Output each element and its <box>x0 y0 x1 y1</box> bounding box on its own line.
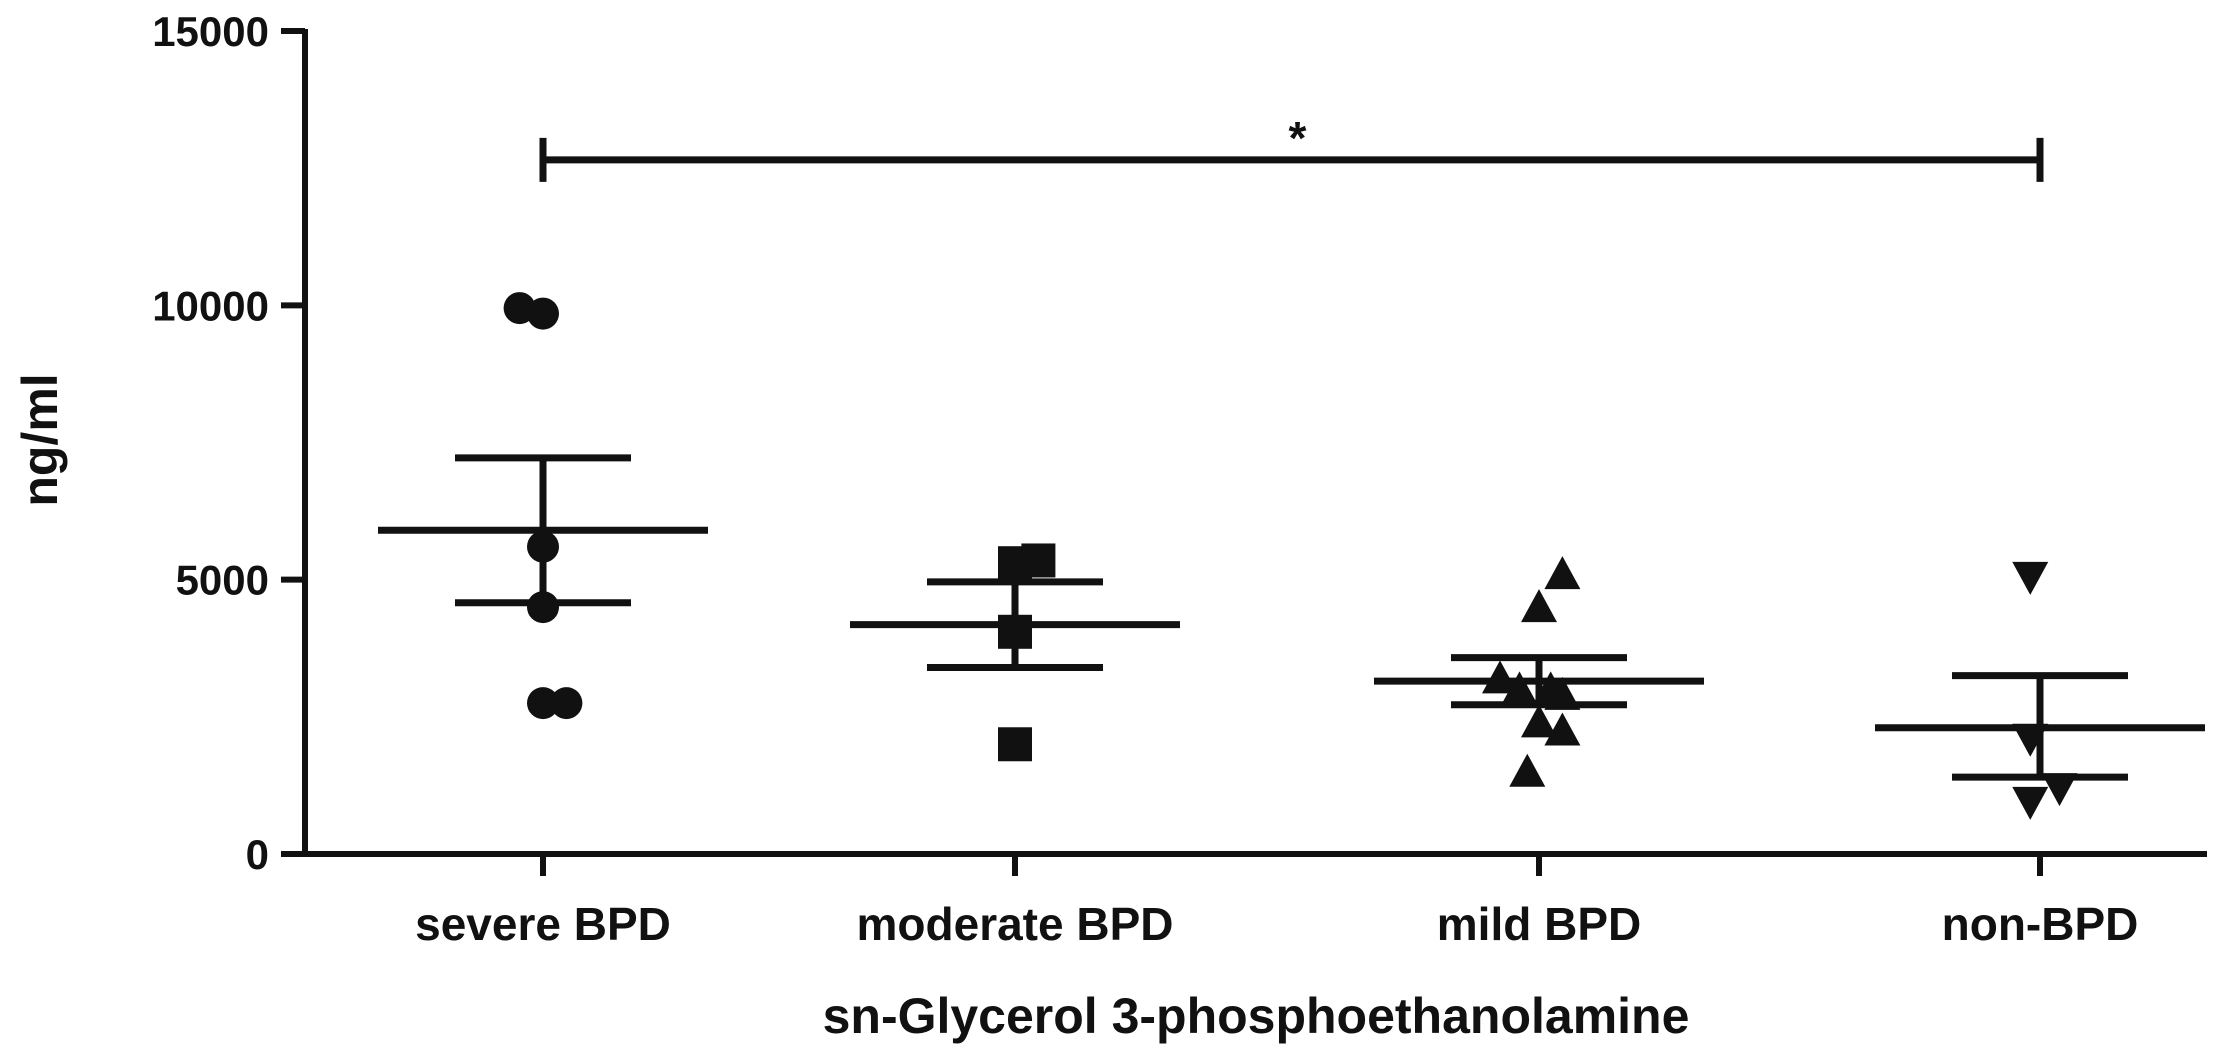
data-point-circle <box>527 687 559 720</box>
y-tick-label: 10000 <box>152 282 269 329</box>
data-point-triangle-up <box>1544 556 1581 590</box>
data-point-triangle-down <box>2012 786 2049 820</box>
data-point-triangle-up <box>1509 753 1546 787</box>
y-tick-label: 5000 <box>176 557 269 604</box>
x-tick-label: non-BPD <box>1942 898 2139 950</box>
data-point-square <box>998 727 1032 762</box>
data-point-triangle-up <box>1544 712 1581 746</box>
significance-label: * <box>1289 112 1307 164</box>
data-point-circle <box>527 530 559 563</box>
data-point-triangle-up <box>1521 704 1557 738</box>
x-tick-label: severe BPD <box>415 898 671 950</box>
data-point-circle <box>527 297 559 330</box>
data-point-triangle-down <box>2012 561 2049 595</box>
data-point-square <box>998 614 1032 649</box>
data-point-triangle-down <box>2012 723 2049 757</box>
chart-marks <box>378 137 2205 820</box>
chart-labels: 0 5000 10000 15000 severe BPD moderate BPD mil… <box>12 8 2138 1044</box>
data-point-circle <box>550 687 583 720</box>
x-axis-title: sn-Glycerol 3-phosphoethanolamine <box>823 988 1690 1044</box>
data-point-triangle-down <box>2041 773 2078 807</box>
data-point-triangle-up <box>1521 589 1557 623</box>
axes <box>281 28 2207 876</box>
y-tick-label: 15000 <box>152 8 269 55</box>
x-tick-label: mild BPD <box>1437 898 1641 950</box>
data-point-triangle-up <box>1482 660 1518 694</box>
data-point-triangle-up <box>1544 676 1581 710</box>
data-point-square <box>1021 543 1056 578</box>
data-point-triangle-up <box>1501 671 1538 705</box>
y-axis-title: ng/ml <box>12 373 68 506</box>
data-point-circle <box>527 591 559 624</box>
x-tick-label: moderate BPD <box>857 898 1174 950</box>
y-tick-label: 0 <box>246 831 269 878</box>
